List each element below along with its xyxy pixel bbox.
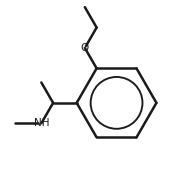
Text: O: O xyxy=(81,43,89,53)
Text: NH: NH xyxy=(34,118,49,128)
